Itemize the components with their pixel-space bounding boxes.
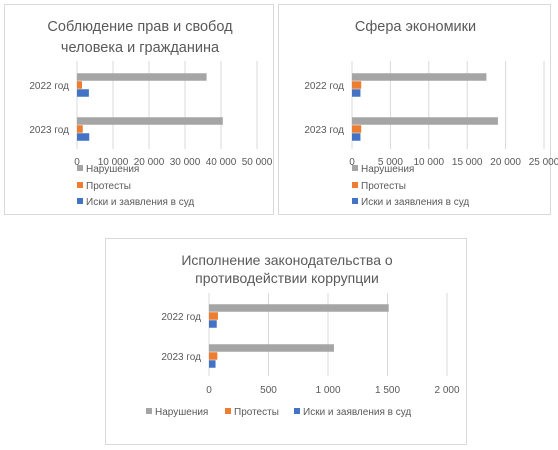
bar-violations bbox=[352, 117, 498, 125]
bar-violations bbox=[209, 344, 334, 352]
x-tick-label: 0 bbox=[349, 157, 355, 168]
x-tick-label: 30 000 bbox=[170, 157, 201, 168]
bar-protests bbox=[352, 125, 362, 133]
x-tick-label: 20 000 bbox=[490, 157, 521, 168]
chart-panel-corruption: Исполнение законодательства о противодейс… bbox=[105, 238, 467, 445]
legend-swatch bbox=[294, 408, 300, 414]
category-label: 2023 год bbox=[161, 352, 201, 363]
legend-label: Протесты bbox=[86, 181, 131, 192]
bar-lawsuits bbox=[77, 133, 90, 141]
x-tick-label: 50 000 bbox=[242, 157, 273, 168]
x-tick-label: 15 000 bbox=[452, 157, 483, 168]
bar-lawsuits bbox=[77, 89, 89, 97]
legend-swatch bbox=[352, 165, 358, 171]
bar-protests bbox=[77, 81, 83, 89]
chart-title: Сфера экономики bbox=[355, 19, 476, 35]
x-tick-label: 25 000 bbox=[529, 157, 558, 168]
legend-label: Протесты bbox=[234, 407, 279, 418]
x-tick-label: 1 000 bbox=[315, 385, 340, 396]
category-label: 2023 год bbox=[29, 125, 69, 136]
bar-protests bbox=[352, 81, 362, 89]
x-tick-label: 0 bbox=[74, 157, 80, 168]
legend-swatch bbox=[352, 182, 358, 188]
chart-svg: Сфера экономики 0 5 000 10 000 15 000 20 000 2… bbox=[304, 19, 558, 208]
legend-label: Нарушения bbox=[361, 164, 414, 175]
chart-title: человека и гражданина bbox=[61, 40, 220, 56]
category-label: 2023 год bbox=[304, 125, 344, 136]
x-tick-label: 500 bbox=[260, 385, 277, 396]
bar-protests bbox=[209, 352, 218, 360]
bar-lawsuits bbox=[352, 133, 361, 141]
bar-violations bbox=[77, 73, 207, 81]
legend-label: Иски и заявления в суд bbox=[86, 197, 194, 208]
legend-swatch bbox=[77, 165, 83, 171]
bar-violations bbox=[77, 117, 223, 125]
category-label: 2022 год bbox=[304, 81, 344, 92]
bar-violations bbox=[352, 73, 487, 81]
legend-label: Протесты bbox=[361, 181, 406, 192]
chart-svg: Соблюдение прав и свобод человека и гражд… bbox=[29, 19, 273, 208]
x-tick-label: 20 000 bbox=[134, 157, 165, 168]
x-tick-label: 1 500 bbox=[375, 385, 400, 396]
bar-lawsuits bbox=[352, 89, 361, 97]
legend-swatch bbox=[77, 182, 83, 188]
x-tick-label: 10 000 bbox=[98, 157, 129, 168]
x-tick-label: 0 bbox=[206, 385, 212, 396]
legend-label: Иски и заявления в суд bbox=[303, 407, 411, 418]
chart-panel-economy: Сфера экономики 0 5 000 10 000 15 000 20 000 2… bbox=[278, 4, 558, 215]
legend-swatch bbox=[352, 198, 358, 204]
chart-title: Соблюдение прав и свобод bbox=[47, 19, 233, 35]
legend-label: Иски и заявления в суд bbox=[361, 197, 469, 208]
chart-panel-rights: Соблюдение прав и свобод человека и гражд… bbox=[4, 4, 274, 215]
legend-swatch bbox=[146, 408, 152, 414]
chart-title: Исполнение законодательства о bbox=[181, 252, 393, 268]
x-tick-label: 5 000 bbox=[378, 157, 403, 168]
x-tick-label: 2 000 bbox=[434, 385, 459, 396]
chart-title: противодействии коррупции bbox=[195, 270, 379, 286]
x-tick-label: 40 000 bbox=[206, 157, 237, 168]
legend-label: Нарушения bbox=[155, 407, 208, 418]
x-tick-label: 10 000 bbox=[414, 157, 445, 168]
category-label: 2022 год bbox=[29, 81, 69, 92]
bar-protests bbox=[77, 125, 83, 133]
category-label: 2022 год bbox=[161, 312, 201, 323]
bar-lawsuits bbox=[209, 320, 217, 328]
legend-swatch bbox=[225, 408, 231, 414]
bar-protests bbox=[209, 312, 218, 320]
legend-label: Нарушения bbox=[86, 164, 139, 175]
bar-lawsuits bbox=[209, 360, 216, 368]
bar-violations bbox=[209, 304, 389, 312]
chart-svg: Исполнение законодательства о противодейс… bbox=[146, 252, 460, 418]
legend-swatch bbox=[77, 198, 83, 204]
